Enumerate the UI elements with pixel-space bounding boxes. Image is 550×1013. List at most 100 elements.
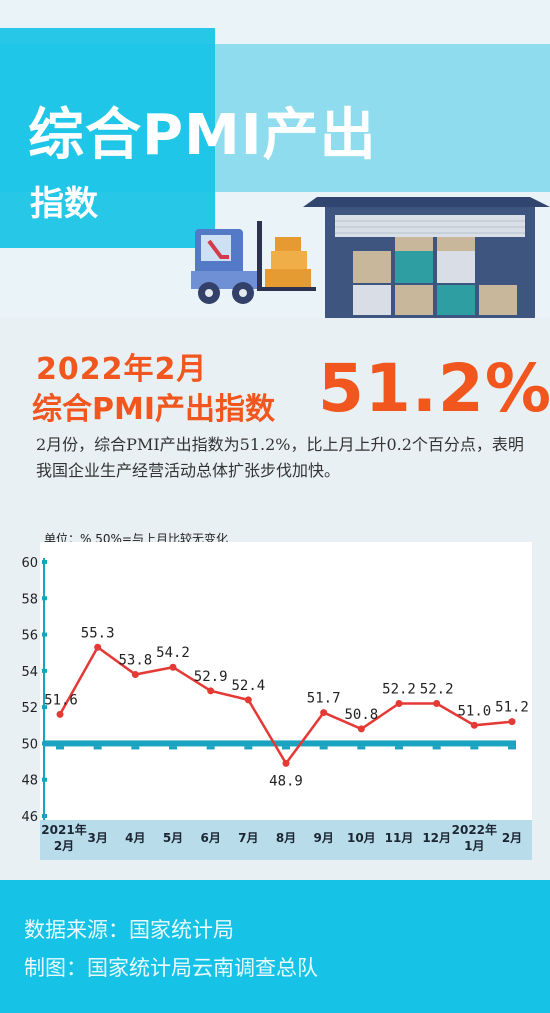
x-category-label-line: 2月 xyxy=(54,839,74,853)
data-label: 55.3 xyxy=(81,625,115,641)
data-point xyxy=(56,710,64,718)
header-cyan-block xyxy=(0,28,215,248)
box xyxy=(395,285,433,315)
data-label: 51.2 xyxy=(495,700,529,716)
data-label: 52.4 xyxy=(231,678,265,694)
x-category-label: 2月 xyxy=(502,831,522,845)
reference-tick xyxy=(206,746,215,750)
warehouse-forklift-illustration xyxy=(191,197,550,318)
reference-tick xyxy=(432,746,441,750)
y-tick-mark xyxy=(42,814,47,818)
forklift-fork xyxy=(262,287,316,291)
box xyxy=(353,251,391,283)
reference-tick xyxy=(319,746,328,750)
data-label: 51.0 xyxy=(457,703,491,719)
y-tick-label: 58 xyxy=(21,592,38,607)
reference-tick xyxy=(282,746,290,750)
reference-tick xyxy=(93,746,102,750)
y-tick-mark xyxy=(42,596,47,601)
box xyxy=(437,285,475,315)
reference-tick xyxy=(244,746,253,750)
reference-tick xyxy=(169,746,177,750)
x-category-label: 12月 xyxy=(422,831,451,845)
data-point xyxy=(395,700,403,708)
warehouse-roof xyxy=(303,197,550,207)
data-point xyxy=(470,721,478,729)
x-category-label: 5月 xyxy=(163,831,183,845)
box xyxy=(395,251,433,283)
footer: 数据来源：国家统计局 制图：国家统计局云南调查总队 xyxy=(0,880,550,1013)
footer-source: 数据来源：国家统计局 xyxy=(24,918,234,942)
box xyxy=(437,251,475,283)
y-tick-label: 52 xyxy=(21,701,38,716)
reference-tick xyxy=(470,746,479,750)
warehouse-shutter xyxy=(335,215,525,237)
page-title: 综合PMI产出 xyxy=(28,103,377,168)
y-tick-mark xyxy=(42,560,47,564)
headline-section: 2022年2月 综合PMI产出指数 51.2% xyxy=(0,338,550,428)
data-label: 52.9 xyxy=(194,669,228,685)
x-category-label: 2022年 1月 xyxy=(452,822,497,853)
x-category-label: 10月 xyxy=(347,831,376,845)
x-category-label: 4月 xyxy=(125,831,145,845)
category-band xyxy=(40,820,532,860)
y-tick-mark xyxy=(42,777,47,782)
box xyxy=(353,285,391,315)
data-point xyxy=(433,700,441,708)
headline-date: 2022年2月 xyxy=(36,352,208,387)
x-category-label: 3月 xyxy=(87,831,107,845)
data-label: 48.9 xyxy=(269,773,303,789)
data-label: 54.2 xyxy=(156,645,190,661)
box xyxy=(395,237,433,251)
x-category-label: 9月 xyxy=(313,831,333,845)
cargo-box xyxy=(265,269,311,287)
reference-tick xyxy=(56,746,64,750)
cargo-box xyxy=(275,237,301,251)
x-category-label-line: 2021年 xyxy=(41,822,86,837)
data-point xyxy=(508,718,516,726)
x-category-label: 11月 xyxy=(385,831,414,845)
y-tick-mark xyxy=(42,668,47,673)
chart-plot-area xyxy=(40,542,532,860)
x-category-label: 8月 xyxy=(276,831,296,845)
reference-tick xyxy=(357,746,366,750)
forklift-mast xyxy=(257,221,262,291)
y-tick-label: 50 xyxy=(21,737,38,752)
data-label: 52.2 xyxy=(382,682,416,698)
page-subtitle: 指数 xyxy=(30,184,98,224)
y-tick-label: 56 xyxy=(21,629,38,644)
x-category-label: 6月 xyxy=(200,831,220,845)
data-point xyxy=(282,759,290,767)
data-label: 52.2 xyxy=(420,682,454,698)
x-category-label: 7月 xyxy=(238,831,258,845)
data-point xyxy=(207,687,215,695)
header-banner: 综合PMI产出 指数 xyxy=(0,0,550,318)
y-tick-mark xyxy=(42,632,47,637)
reference-tick xyxy=(395,746,403,750)
data-label: 51.6 xyxy=(44,692,78,708)
headline-label: 综合PMI产出指数 xyxy=(32,392,276,427)
data-label: 53.8 xyxy=(118,652,152,668)
data-point xyxy=(94,643,102,651)
y-tick-label: 60 xyxy=(21,556,38,571)
box xyxy=(437,237,475,251)
data-label: 51.7 xyxy=(307,691,341,707)
data-label: 50.8 xyxy=(344,707,378,723)
reference-tick xyxy=(131,746,140,750)
data-point xyxy=(320,709,328,717)
x-category-label: 2021年 2月 xyxy=(41,822,86,853)
y-tick-label: 46 xyxy=(21,810,38,825)
data-point xyxy=(169,663,177,671)
data-point xyxy=(357,725,365,733)
y-tick-label: 48 xyxy=(21,774,38,789)
footer-maker: 制图：国家统计局云南调查总队 xyxy=(24,956,318,980)
cargo-box xyxy=(271,251,307,269)
x-category-label-line: 2022年 xyxy=(452,822,497,837)
reference-tick xyxy=(508,746,516,750)
description-text: 2月份，综合PMI产出指数为51.2%，比上月上升0.2个百分点，表明我国企业生… xyxy=(36,435,524,480)
y-tick-mark xyxy=(42,705,47,710)
data-point xyxy=(244,696,252,704)
y-tick-label: 54 xyxy=(21,665,38,680)
reference-line-50 xyxy=(44,740,516,747)
